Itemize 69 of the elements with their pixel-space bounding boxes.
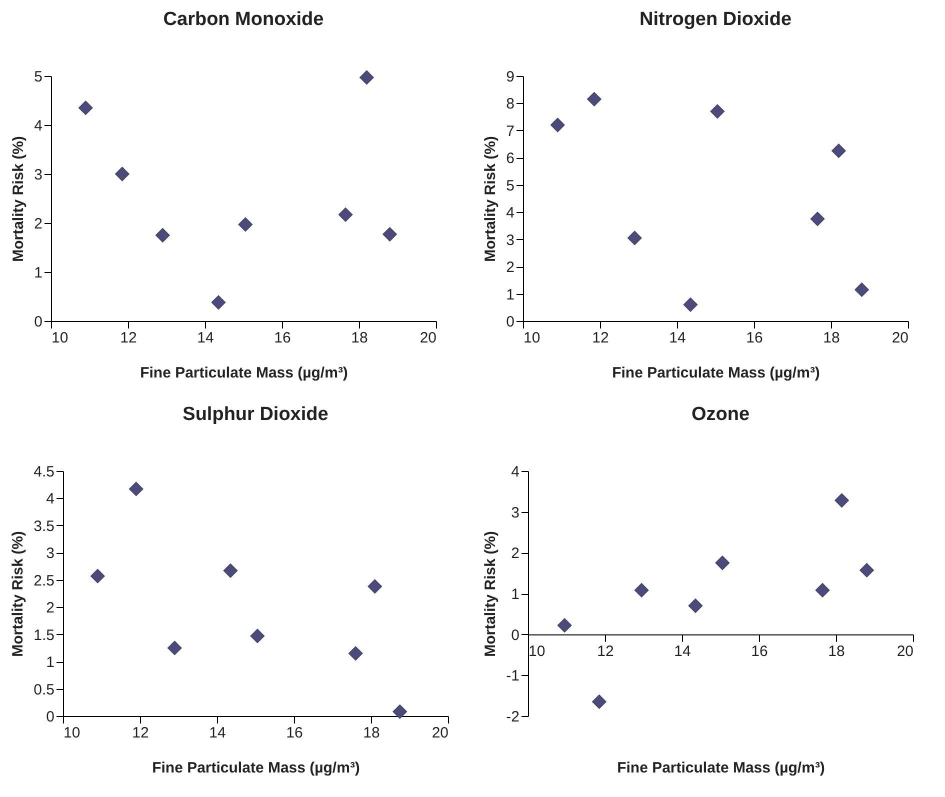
y-tick-label: 8 xyxy=(506,96,514,113)
y-tick-label: 4 xyxy=(511,464,520,480)
y-tick-label: 3.5 xyxy=(34,518,54,535)
y-tick-label: 0.5 xyxy=(34,681,54,698)
x-tick-label: 16 xyxy=(751,642,768,660)
x-tick-label: 18 xyxy=(823,330,840,346)
y-tick-label: 0 xyxy=(46,708,54,726)
y-tick-label: 3 xyxy=(511,504,520,522)
x-tick-label: 12 xyxy=(120,330,137,346)
y-tick-label: 2.5 xyxy=(34,572,54,590)
x-tick-label: 18 xyxy=(828,642,845,660)
y-tick-label: 1 xyxy=(506,286,514,304)
y-tick-label: 3 xyxy=(46,545,54,562)
y-tick-label: -2 xyxy=(506,708,520,726)
y-tick-label: 7 xyxy=(506,122,514,140)
x-tick-label: 16 xyxy=(746,330,763,346)
x-tick-label: 20 xyxy=(892,330,908,346)
x-axis-title: Fine Particulate Mass (µg/m³) xyxy=(152,760,360,776)
x-tick-label: 20 xyxy=(896,642,914,660)
y-tick-label: -1 xyxy=(506,668,520,685)
y-tick-label: 0 xyxy=(506,314,514,330)
x-tick-label: 10 xyxy=(52,330,68,346)
y-tick-label: 3 xyxy=(34,166,42,184)
y-tick-label: 4 xyxy=(506,204,514,222)
y-tick-label: 1 xyxy=(511,586,520,603)
x-tick-label: 18 xyxy=(351,330,368,346)
y-tick-label: 3 xyxy=(506,232,514,249)
x-tick-label: 20 xyxy=(420,330,436,346)
y-tick-label: 5 xyxy=(34,68,42,86)
x-tick-label: 20 xyxy=(432,724,448,742)
y-axis-title: Mortality Risk (%) xyxy=(10,531,27,657)
y-tick-label: 9 xyxy=(506,68,514,86)
y-tick-label: 5 xyxy=(506,177,514,194)
y-tick-label: 0 xyxy=(511,626,520,644)
y-tick-label: 2 xyxy=(511,545,520,562)
x-tick-label: 14 xyxy=(674,642,691,660)
chart-title: Carbon Monoxide xyxy=(163,9,324,30)
x-tick-label: 18 xyxy=(363,724,380,742)
chart-title: Ozone xyxy=(691,404,750,425)
y-tick-label: 0 xyxy=(34,314,42,330)
y-tick-label: 4 xyxy=(46,490,54,508)
y-tick-label: 1.5 xyxy=(34,626,54,644)
y-tick-label: 4 xyxy=(34,118,42,134)
y-tick-label: 4.5 xyxy=(34,464,54,480)
x-tick-label: 12 xyxy=(597,642,614,660)
x-tick-label: 10 xyxy=(64,724,80,742)
y-tick-label: 2 xyxy=(34,216,42,232)
y-tick-label: 2 xyxy=(46,600,54,617)
y-axis-title: Mortality Risk (%) xyxy=(10,136,28,262)
x-tick-label: 16 xyxy=(286,724,303,742)
y-tick-label: 1 xyxy=(34,264,42,282)
x-tick-label: 14 xyxy=(197,330,214,346)
x-tick-label: 12 xyxy=(132,724,149,742)
x-tick-label: 14 xyxy=(209,724,226,742)
x-axis-title: Fine Particulate Mass (µg/m³) xyxy=(617,760,825,776)
x-tick-label: 12 xyxy=(592,330,609,346)
y-tick-label: 2 xyxy=(506,259,514,276)
x-tick-label: 14 xyxy=(669,330,686,346)
x-tick-label: 10 xyxy=(524,330,540,346)
chart-title: Nitrogen Dioxide xyxy=(639,9,792,30)
chart-title: Sulphur Dioxide xyxy=(182,404,328,425)
y-tick-label: 1 xyxy=(46,654,54,672)
y-axis-title: Mortality Risk (%) xyxy=(482,136,500,262)
x-axis-title: Fine Particulate Mass (µg/m³) xyxy=(140,364,348,382)
y-tick-label: 6 xyxy=(506,150,514,168)
y-axis-title: Mortality Risk (%) xyxy=(482,531,500,657)
x-tick-label: 10 xyxy=(528,642,546,660)
x-tick-label: 16 xyxy=(274,330,291,346)
x-axis-title: Fine Particulate Mass (µg/m³) xyxy=(612,364,820,382)
